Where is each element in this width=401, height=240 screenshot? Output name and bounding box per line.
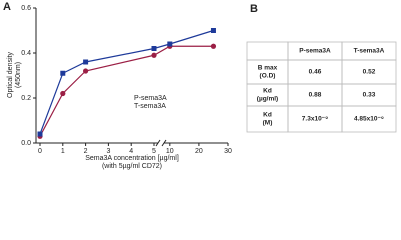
column-header: P-sema3A — [299, 48, 331, 55]
panel-label: A — [3, 1, 11, 13]
axis-break — [155, 139, 161, 147]
y-axis-title: (450nm) — [15, 62, 22, 88]
table-value: 7.3x10⁻⁹ — [302, 116, 328, 123]
table-value: 0.46 — [309, 69, 322, 76]
legend-entry: P-sema3A — [134, 95, 167, 102]
row-label: (µg/ml) — [257, 96, 278, 103]
marker — [37, 131, 43, 137]
row-label: (O.D) — [260, 73, 276, 80]
table-cell — [246, 41, 289, 61]
y-tick-label: 0.2 — [21, 95, 31, 102]
y-tick-label: 0.6 — [21, 5, 31, 12]
legend-entry: T-sema3A — [134, 103, 166, 110]
marker — [210, 43, 217, 49]
marker — [151, 46, 157, 51]
fit-line — [39, 45, 214, 137]
axis-break — [161, 139, 167, 147]
row-label: Kd — [263, 88, 272, 95]
marker — [210, 28, 216, 33]
y-axis-title: Optical density — [7, 52, 14, 98]
table-value: 0.52 — [363, 69, 376, 76]
x-tick-label: 4 — [129, 148, 133, 155]
marker — [83, 68, 89, 74]
x-tick-label: 3 — [106, 148, 110, 155]
fit-line — [39, 29, 214, 135]
table-cell — [341, 105, 397, 133]
x-tick-label: 20 — [195, 148, 203, 155]
x-tick-label: 1 — [61, 148, 65, 155]
row-label: B max — [258, 65, 278, 72]
x-tick-label: 0 — [38, 148, 42, 155]
marker — [151, 52, 157, 58]
x-axis-title: (with 5µg/ml CD72) — [102, 163, 162, 170]
marker — [60, 70, 66, 76]
table-value: 0.33 — [363, 92, 376, 99]
column-header: T-sema3A — [354, 48, 385, 55]
y-tick-label: 0.4 — [21, 50, 31, 57]
x-axis-title: Sema3A concentration [µg/ml] — [85, 155, 179, 162]
x-tick-label: 10 — [166, 148, 174, 155]
marker — [167, 41, 173, 47]
table-value: 4.85x10⁻⁹ — [354, 116, 384, 123]
x-tick-label: 2 — [84, 148, 88, 155]
y-tick-label: 0.0 — [21, 140, 31, 147]
x-tick-label: 5 — [152, 148, 156, 155]
row-label: (M) — [263, 120, 273, 127]
panel-label: B — [250, 3, 258, 15]
row-label: Kd — [263, 112, 272, 119]
marker — [83, 59, 89, 65]
table-value: 0.88 — [309, 92, 322, 99]
x-tick-label: 30 — [224, 148, 232, 155]
figure: A B Optical density (450nm) Sema3A conce… — [3, 1, 397, 170]
marker — [60, 90, 66, 97]
